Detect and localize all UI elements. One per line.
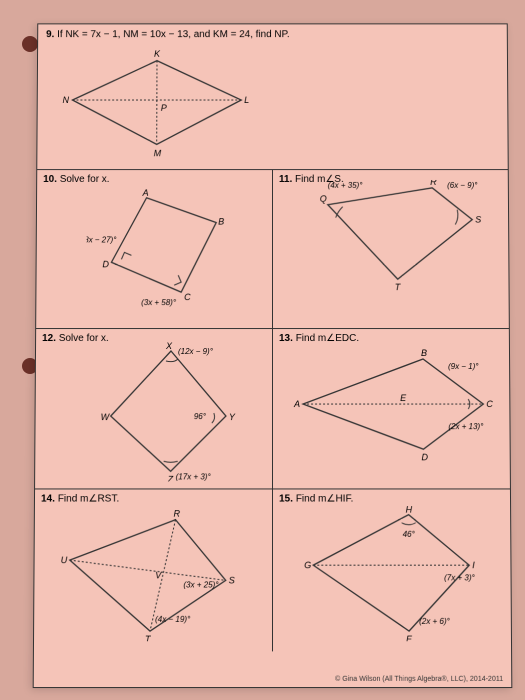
svg-text:(17x + 3)°: (17x + 3)°	[176, 472, 211, 481]
svg-text:(7x + 3)°: (7x + 3)°	[444, 573, 475, 582]
svg-text:(9x − 1)°: (9x − 1)°	[448, 362, 479, 371]
svg-text:K: K	[154, 49, 161, 59]
q14-text: Find m∠RST.	[58, 493, 120, 504]
svg-text:T: T	[145, 634, 151, 641]
svg-text:U: U	[61, 555, 68, 565]
q15-text: Find m∠HIF.	[296, 493, 354, 504]
svg-text:Z: Z	[167, 474, 174, 481]
svg-text:W: W	[101, 412, 111, 422]
question-12: 12. Solve for x. X Y Z W (12x − 9)° 96° …	[35, 329, 273, 488]
svg-text:H: H	[406, 505, 413, 515]
svg-text:(4x + 35)°: (4x + 35)°	[328, 181, 363, 190]
q14-kite: U R S T V (3x + 25)° (4x − 19)°	[54, 505, 256, 642]
question-15: 15. Find m∠HIF. G H I F 46° (7x + 3)° (2…	[273, 489, 511, 651]
svg-text:(3x + 58)°: (3x + 58)°	[141, 298, 176, 307]
svg-text:L: L	[244, 95, 249, 105]
svg-text:G: G	[304, 560, 311, 570]
svg-text:N: N	[63, 95, 70, 105]
svg-text:(4x − 19)°: (4x − 19)°	[155, 615, 190, 624]
question-10: 10. Solve for x. A B C D (8x − 27)° (3x …	[36, 170, 273, 328]
svg-text:96°: 96°	[194, 412, 206, 421]
svg-text:B: B	[421, 349, 427, 358]
svg-text:(2x + 6)°: (2x + 6)°	[419, 617, 450, 626]
q15-num: 15.	[279, 493, 293, 504]
svg-text:B: B	[218, 217, 224, 227]
question-13: 13. Find m∠EDC. A B C D E (9x − 1)° (2x …	[273, 329, 510, 488]
svg-text:(3x + 25)°: (3x + 25)°	[183, 580, 218, 589]
svg-text:R: R	[430, 180, 437, 187]
svg-text:E: E	[400, 393, 407, 403]
question-9: 9. If NK = 7x − 1, NM = 10x − 13, and KM…	[37, 24, 507, 170]
svg-text:Q: Q	[320, 194, 327, 204]
svg-text:A: A	[142, 188, 149, 198]
svg-text:(12x − 9)°: (12x − 9)°	[178, 347, 213, 356]
svg-text:C: C	[184, 292, 191, 302]
question-11: 11. Find m∠S. Q R S T (4x + 35)° (6x − 9…	[273, 170, 509, 328]
question-14: 14. Find m∠RST. U R S T V (3x + 25)° (4x…	[34, 489, 273, 651]
copyright-footer: © Gina Wilson (All Things Algebra®, LLC)…	[335, 676, 503, 683]
svg-text:R: R	[174, 509, 181, 519]
q12-num: 12.	[42, 333, 56, 344]
q11-num: 11.	[279, 174, 292, 185]
svg-text:(6x − 9)°: (6x − 9)°	[447, 181, 477, 190]
svg-text:V: V	[155, 570, 162, 580]
svg-text:P: P	[161, 103, 167, 113]
svg-text:S: S	[475, 215, 481, 225]
svg-text:S: S	[229, 575, 235, 585]
worksheet-page: 9. If NK = 7x − 1, NM = 10x − 13, and KM…	[33, 23, 513, 688]
punch-hole	[22, 36, 38, 52]
q15-kite: G H I F 46° (7x + 3)° (2x + 6)°	[298, 505, 500, 642]
svg-text:A: A	[293, 399, 300, 409]
svg-text:D: D	[102, 259, 109, 269]
q14-num: 14.	[41, 493, 55, 504]
svg-text:46°: 46°	[403, 530, 415, 539]
q13-num: 13.	[279, 333, 293, 344]
q12-kite: X Y Z W (12x − 9)° 96° (17x + 3)°	[85, 341, 256, 481]
q10-text: Solve for x.	[60, 174, 110, 185]
svg-text:T: T	[395, 282, 401, 292]
svg-text:F: F	[406, 634, 412, 641]
q13-text: Find m∠EDC.	[296, 333, 359, 344]
svg-text:M: M	[154, 148, 162, 158]
q9-num: 9.	[46, 29, 54, 40]
q13-kite: A B C D E (9x − 1)° (2x + 13)°	[288, 349, 499, 474]
q11-kite: Q R S T (4x + 35)° (6x − 9)°	[298, 180, 498, 299]
svg-text:Y: Y	[229, 412, 236, 422]
svg-text:X: X	[165, 341, 173, 351]
svg-text:(8x − 27)°: (8x − 27)°	[86, 235, 116, 244]
q9-text: If NK = 7x − 1, NM = 10x − 13, and KM = …	[57, 29, 290, 40]
svg-text:C: C	[486, 399, 493, 409]
svg-text:(2x + 13)°: (2x + 13)°	[448, 422, 483, 431]
q10-kite: A B C D (8x − 27)° (3x + 58)°	[86, 188, 246, 317]
svg-text:I: I	[472, 560, 475, 570]
q10-num: 10.	[43, 174, 57, 185]
q9-kite: K L M N P	[57, 46, 256, 159]
svg-text:D: D	[421, 452, 428, 462]
